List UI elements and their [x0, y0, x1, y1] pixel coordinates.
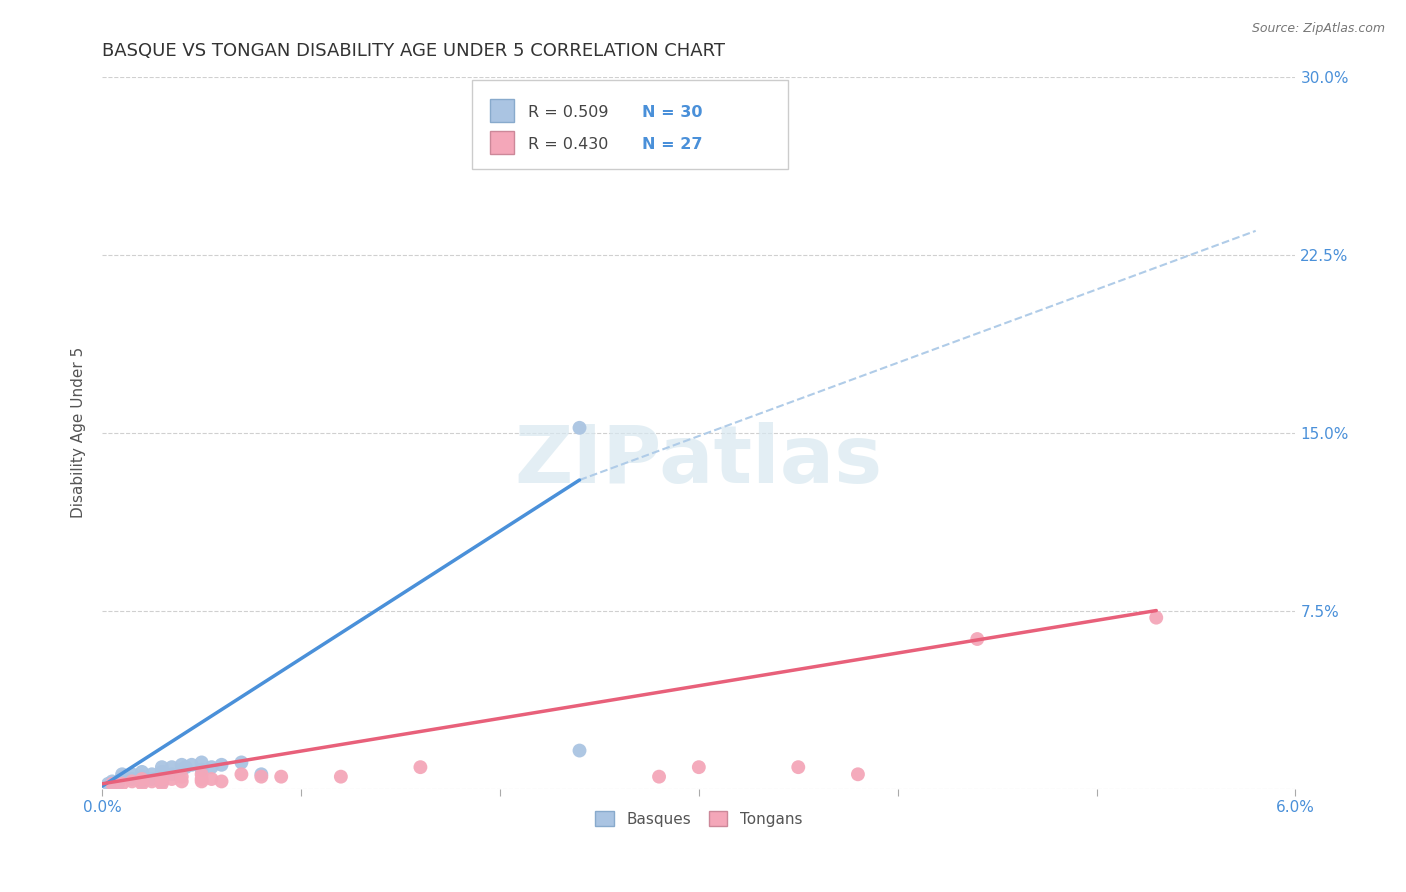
Point [966, 632, 988, 646]
Point [141, 774, 163, 789]
Point [231, 756, 253, 770]
Text: ZIPatlas: ZIPatlas [515, 422, 883, 500]
Point [150, 764, 173, 779]
Point [170, 774, 193, 789]
Text: N = 30: N = 30 [641, 104, 702, 120]
Point [107, 777, 129, 791]
FancyBboxPatch shape [472, 80, 789, 169]
Point [688, 760, 710, 774]
Point [190, 772, 212, 786]
Point [160, 772, 183, 786]
Point [250, 767, 273, 781]
Point [846, 767, 869, 781]
Text: N = 27: N = 27 [641, 136, 702, 152]
Point [111, 767, 134, 781]
Point [160, 767, 183, 781]
Point [787, 760, 810, 774]
Point [111, 770, 134, 784]
Point [180, 757, 202, 772]
Point [150, 777, 173, 791]
Point [101, 777, 124, 791]
Point [121, 772, 143, 786]
Text: Source: ZipAtlas.com: Source: ZipAtlas.com [1251, 22, 1385, 36]
Point [121, 774, 143, 789]
Point [648, 770, 671, 784]
Text: BASQUE VS TONGAN DISABILITY AGE UNDER 5 CORRELATION CHART: BASQUE VS TONGAN DISABILITY AGE UNDER 5 … [103, 42, 725, 60]
Point [190, 767, 212, 781]
Text: R = 0.509: R = 0.509 [529, 104, 609, 120]
Point [131, 774, 153, 789]
Point [329, 770, 352, 784]
Point [150, 774, 173, 789]
Point [1144, 610, 1167, 624]
Point [190, 763, 212, 777]
Point [160, 760, 183, 774]
Point [190, 756, 212, 770]
Point [131, 777, 153, 791]
Text: R = 0.430: R = 0.430 [529, 136, 609, 152]
Point [170, 757, 193, 772]
Point [141, 767, 163, 781]
Point [409, 760, 432, 774]
Point [190, 774, 212, 789]
Bar [491, 99, 513, 122]
Point [568, 743, 591, 757]
Legend: Basques, Tongans: Basques, Tongans [588, 803, 810, 834]
Point [97, 777, 120, 791]
Point [270, 770, 292, 784]
Point [170, 763, 193, 777]
Point [131, 772, 153, 786]
Point [200, 760, 222, 774]
Point [200, 772, 222, 786]
Point [121, 767, 143, 781]
Point [131, 764, 153, 779]
Point [150, 760, 173, 774]
Point [150, 770, 173, 784]
Point [250, 770, 273, 784]
Point [211, 774, 233, 789]
Point [174, 760, 197, 774]
Point [170, 770, 193, 784]
Point [101, 774, 124, 789]
Point [231, 767, 253, 781]
Point [141, 772, 163, 786]
Point [568, 421, 591, 435]
Point [131, 770, 153, 784]
Y-axis label: Disability Age Under 5: Disability Age Under 5 [72, 347, 86, 518]
Point [211, 757, 233, 772]
Bar [491, 131, 513, 153]
Point [150, 772, 173, 786]
Point [111, 777, 134, 791]
